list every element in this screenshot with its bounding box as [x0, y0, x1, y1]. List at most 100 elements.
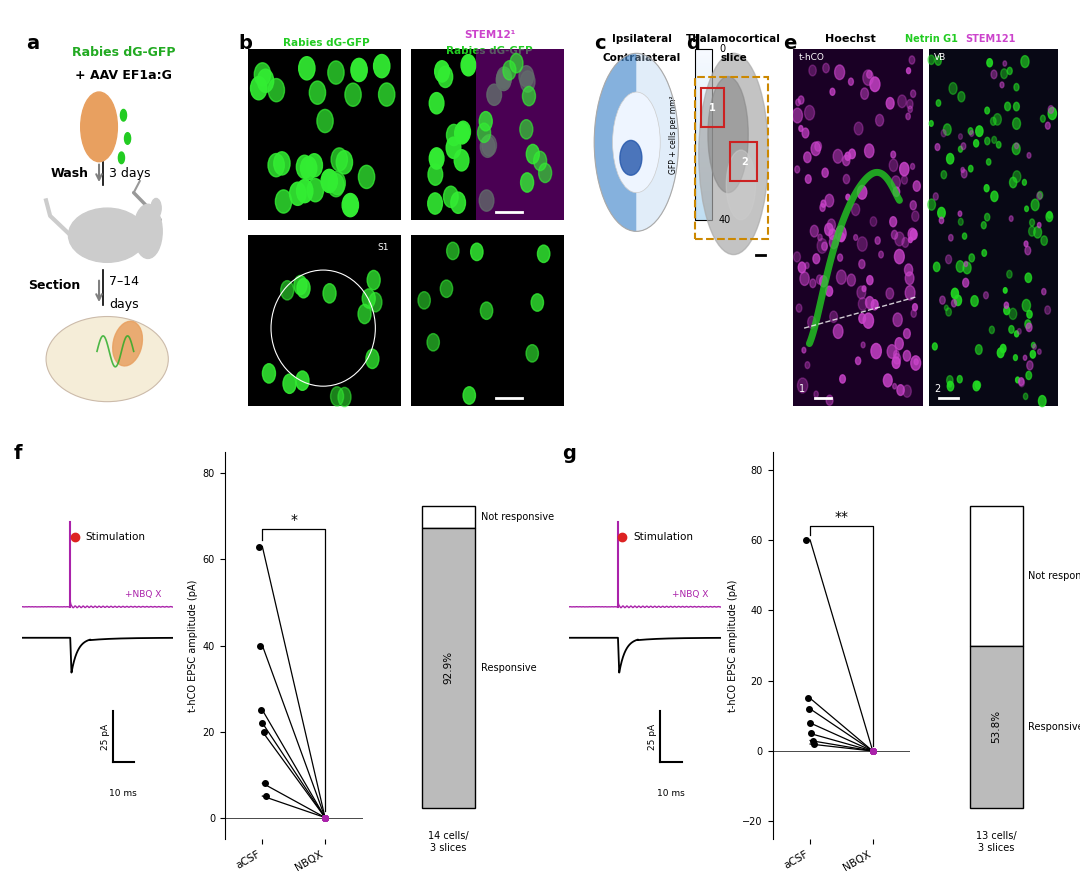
Bar: [696, 164, 712, 167]
Ellipse shape: [351, 59, 367, 81]
Ellipse shape: [369, 293, 382, 312]
Ellipse shape: [367, 270, 380, 290]
Circle shape: [870, 343, 881, 358]
Circle shape: [1025, 206, 1028, 212]
Bar: [696, 50, 712, 219]
Circle shape: [816, 275, 823, 284]
Circle shape: [908, 237, 913, 243]
Ellipse shape: [428, 164, 443, 185]
Circle shape: [961, 142, 966, 149]
Ellipse shape: [480, 190, 494, 212]
Bar: [696, 149, 712, 151]
Text: Responsive: Responsive: [481, 662, 537, 673]
Bar: [696, 168, 712, 170]
Ellipse shape: [251, 77, 267, 100]
Text: 7–14: 7–14: [109, 275, 139, 288]
Circle shape: [826, 395, 833, 406]
Bar: [696, 108, 712, 111]
Ellipse shape: [281, 281, 294, 300]
Bar: [696, 81, 712, 84]
Circle shape: [797, 378, 808, 393]
Bar: [794, 50, 923, 406]
Circle shape: [1004, 302, 1009, 309]
Bar: [696, 177, 712, 179]
Circle shape: [985, 213, 989, 221]
Circle shape: [810, 279, 815, 288]
Circle shape: [867, 275, 873, 285]
Circle shape: [818, 234, 822, 240]
Bar: [696, 128, 712, 131]
Ellipse shape: [289, 182, 306, 205]
Circle shape: [958, 218, 963, 225]
Ellipse shape: [461, 54, 476, 76]
Bar: [696, 94, 712, 97]
Circle shape: [1013, 355, 1017, 360]
Circle shape: [1009, 309, 1016, 320]
Circle shape: [836, 225, 846, 241]
Bar: [696, 51, 712, 52]
Text: S1: S1: [377, 243, 389, 252]
Text: 10 ms: 10 ms: [109, 788, 137, 798]
Bar: [696, 200, 712, 203]
Bar: [696, 115, 712, 118]
Ellipse shape: [441, 280, 453, 297]
Circle shape: [1024, 355, 1027, 360]
Bar: [696, 80, 712, 82]
Circle shape: [955, 295, 961, 306]
Circle shape: [947, 376, 953, 385]
Ellipse shape: [338, 387, 351, 406]
Text: Not responsive: Not responsive: [1028, 571, 1080, 581]
Circle shape: [802, 347, 806, 353]
Text: 10 ms: 10 ms: [657, 788, 685, 798]
Circle shape: [935, 143, 940, 150]
Bar: [696, 216, 712, 218]
Circle shape: [997, 348, 1004, 357]
Circle shape: [902, 176, 907, 184]
Circle shape: [905, 286, 915, 300]
Ellipse shape: [427, 334, 440, 351]
Bar: [696, 85, 712, 87]
Circle shape: [831, 88, 835, 95]
Bar: [696, 98, 712, 101]
Circle shape: [849, 78, 853, 86]
Ellipse shape: [428, 193, 443, 214]
Circle shape: [929, 121, 933, 127]
Ellipse shape: [330, 386, 343, 406]
Circle shape: [1003, 288, 1008, 293]
Text: STEM12¹: STEM12¹: [463, 30, 515, 40]
Text: +NBQ X: +NBQ X: [673, 590, 708, 599]
Circle shape: [975, 344, 982, 355]
Circle shape: [823, 63, 829, 73]
Text: 40: 40: [719, 215, 731, 225]
Circle shape: [903, 385, 912, 398]
Text: Contralateral: Contralateral: [603, 53, 681, 63]
Circle shape: [1023, 179, 1026, 185]
Circle shape: [1015, 377, 1020, 383]
Circle shape: [940, 218, 944, 224]
Circle shape: [935, 56, 942, 66]
Bar: [696, 93, 712, 95]
Bar: [696, 202, 712, 205]
Bar: [248, 235, 402, 406]
Circle shape: [813, 253, 820, 264]
Circle shape: [847, 274, 855, 286]
Bar: [696, 207, 712, 210]
Circle shape: [886, 288, 893, 299]
Circle shape: [910, 163, 915, 170]
Circle shape: [958, 211, 962, 217]
Circle shape: [859, 314, 865, 323]
Bar: [696, 198, 712, 201]
Bar: [696, 173, 712, 176]
Ellipse shape: [429, 93, 444, 114]
Circle shape: [1021, 56, 1029, 67]
Circle shape: [121, 109, 126, 121]
Circle shape: [594, 53, 678, 232]
Circle shape: [1009, 326, 1014, 333]
Ellipse shape: [332, 148, 348, 171]
Circle shape: [1004, 102, 1011, 111]
Circle shape: [805, 262, 809, 268]
Circle shape: [1049, 106, 1054, 114]
Ellipse shape: [342, 193, 359, 217]
Circle shape: [805, 106, 814, 120]
Bar: [696, 121, 712, 124]
